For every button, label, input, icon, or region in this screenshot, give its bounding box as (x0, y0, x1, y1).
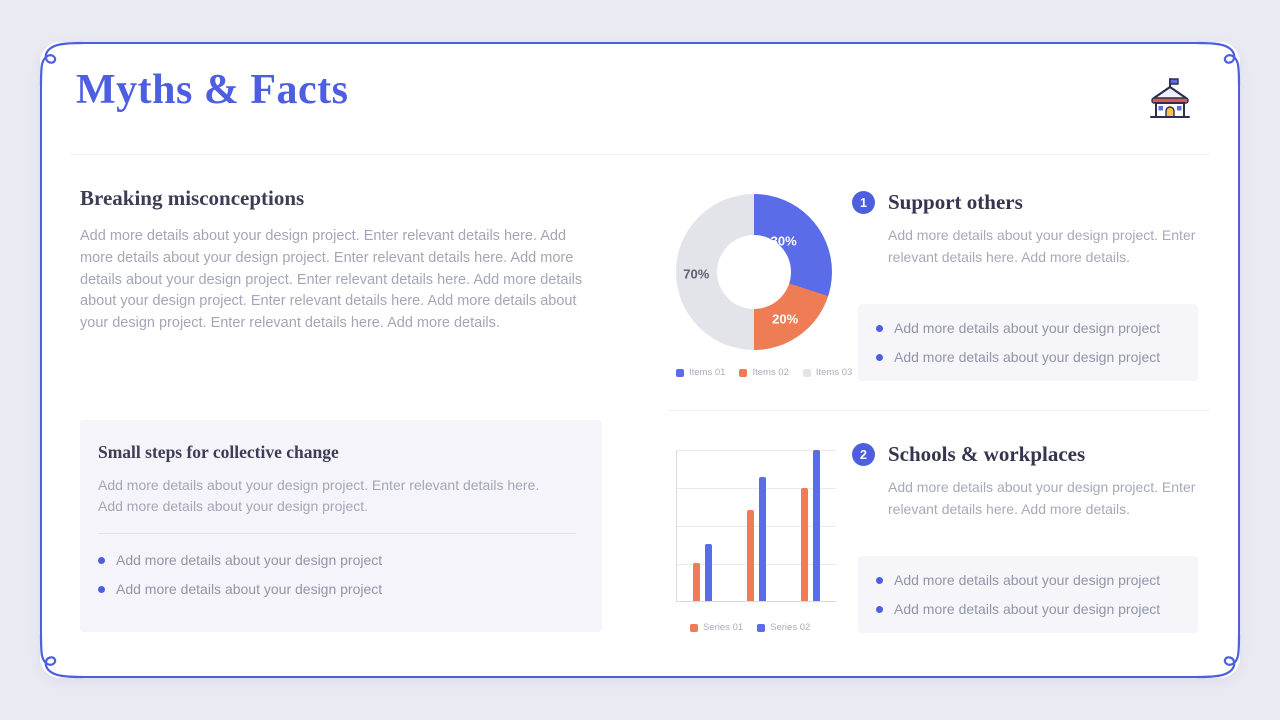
frame-border-bottom (78, 676, 1202, 678)
bullet-dot-icon (876, 324, 883, 332)
donut-chart: 30% 20% 70% (676, 194, 832, 350)
legend-item: Series 02 (757, 622, 810, 633)
bullet-text: Add more details about your design proje… (116, 581, 383, 597)
frame-border-left (40, 80, 42, 640)
legend-item: Series 01 (690, 622, 743, 633)
section-heading-breaking-misconceptions: Breaking misconceptions (80, 186, 305, 210)
card-heading: Small steps for collective change (98, 442, 339, 462)
corner-flourish-icon (1197, 41, 1241, 85)
donut-chart-wrap: 30% 20% 70% (676, 194, 832, 350)
number-badge: 1 (852, 191, 875, 214)
corner-flourish-icon (39, 41, 83, 85)
bar-series-01 (693, 563, 700, 601)
frame-border-right (1238, 80, 1240, 640)
legend-swatch-icon (739, 368, 748, 377)
corner-flourish-icon (39, 635, 83, 679)
numbered-item-support-others: 1 Support others Add more details about … (852, 190, 1212, 268)
header-divider (70, 154, 1210, 155)
card-body-text: Add more details about your design proje… (98, 477, 540, 514)
school-building-icon (1144, 76, 1196, 126)
legend-item: Items 01 (676, 367, 725, 378)
bar-plot (676, 450, 836, 602)
item-header: 2 Schools & workplaces (852, 442, 1212, 467)
item-heading: Support others (888, 190, 1023, 214)
item-heading: Schools & workplaces (888, 442, 1086, 466)
bullet-dot-icon (876, 353, 883, 361)
legend-item: Items 02 (739, 367, 789, 378)
bullet-text: Add more details about your design proje… (116, 552, 383, 568)
bullet-text: Add more details about your design proje… (894, 320, 1161, 336)
legend-label: Series 01 (703, 622, 744, 633)
highlight-card-small-steps: Small steps for collective change Add mo… (80, 420, 602, 632)
number-badge: 2 (852, 443, 875, 466)
section-divider (668, 410, 1210, 411)
bar-series-01 (801, 487, 808, 601)
corner-flourish-icon (1197, 635, 1241, 679)
legend-swatch-icon (676, 368, 684, 377)
legend-swatch-icon (757, 623, 766, 632)
list-item: Add more details about your design proje… (98, 581, 576, 597)
list-item: Add more details about your design proje… (876, 349, 1180, 365)
slide-card: Myths & Facts Breaking misconceptions Ad… (39, 41, 1241, 679)
legend-item: Items 03 (802, 367, 853, 378)
numbered-item-schools-workplaces: 2 Schools & workplaces Add more details … (852, 442, 1212, 520)
legend-swatch-icon (802, 368, 811, 377)
list-item: Add more details about your design proje… (876, 572, 1180, 588)
section-body-text: Add more details about your design proje… (80, 228, 583, 331)
bar-chart-wrap (676, 450, 836, 602)
card-divider (98, 533, 576, 534)
bar-group (693, 450, 712, 601)
bar-series-01 (747, 510, 754, 601)
info-box: Add more details about your design proje… (858, 556, 1198, 633)
bullet-text: Add more details about your design proje… (894, 349, 1161, 365)
item-header: 1 Support others (852, 190, 1212, 215)
legend-label: Items 02 (752, 367, 789, 378)
list-item: Add more details about your design proje… (876, 601, 1180, 617)
legend-label: Series 02 (770, 622, 811, 633)
legend-label: Items 01 (689, 367, 726, 378)
legend-swatch-icon (690, 623, 698, 632)
frame-border-top (78, 42, 1202, 44)
bar-legend: Series 01 Series 02 (690, 622, 810, 633)
list-item: Add more details about your design proje… (98, 552, 576, 568)
bullet-dot-icon (876, 605, 883, 613)
bar-series-02 (813, 450, 820, 601)
bar-group (747, 450, 766, 601)
legend-label: Items 03 (815, 367, 853, 378)
list-item: Add more details about your design proje… (876, 320, 1180, 336)
bar-series-02 (759, 477, 766, 601)
bullet-text: Add more details about your design proje… (894, 601, 1161, 617)
donut-legend: Items 01 Items 02 Items 03 (676, 367, 852, 378)
bullet-dot-icon (876, 576, 883, 584)
info-box: Add more details about your design proje… (858, 304, 1198, 381)
bullet-dot-icon (98, 585, 105, 593)
item-body-text: Add more details about your design proje… (888, 227, 1196, 265)
bullet-text: Add more details about your design proje… (894, 572, 1161, 588)
donut-hole (716, 234, 792, 310)
donut-label-items-03: 70% (683, 266, 710, 282)
item-body-text: Add more details about your design proje… (888, 479, 1196, 517)
bullet-dot-icon (98, 556, 105, 564)
page-title: Myths & Facts (76, 67, 349, 113)
bar-group (801, 450, 820, 601)
donut-label-items-02: 20% (772, 311, 799, 327)
bar-series-02 (705, 543, 712, 601)
